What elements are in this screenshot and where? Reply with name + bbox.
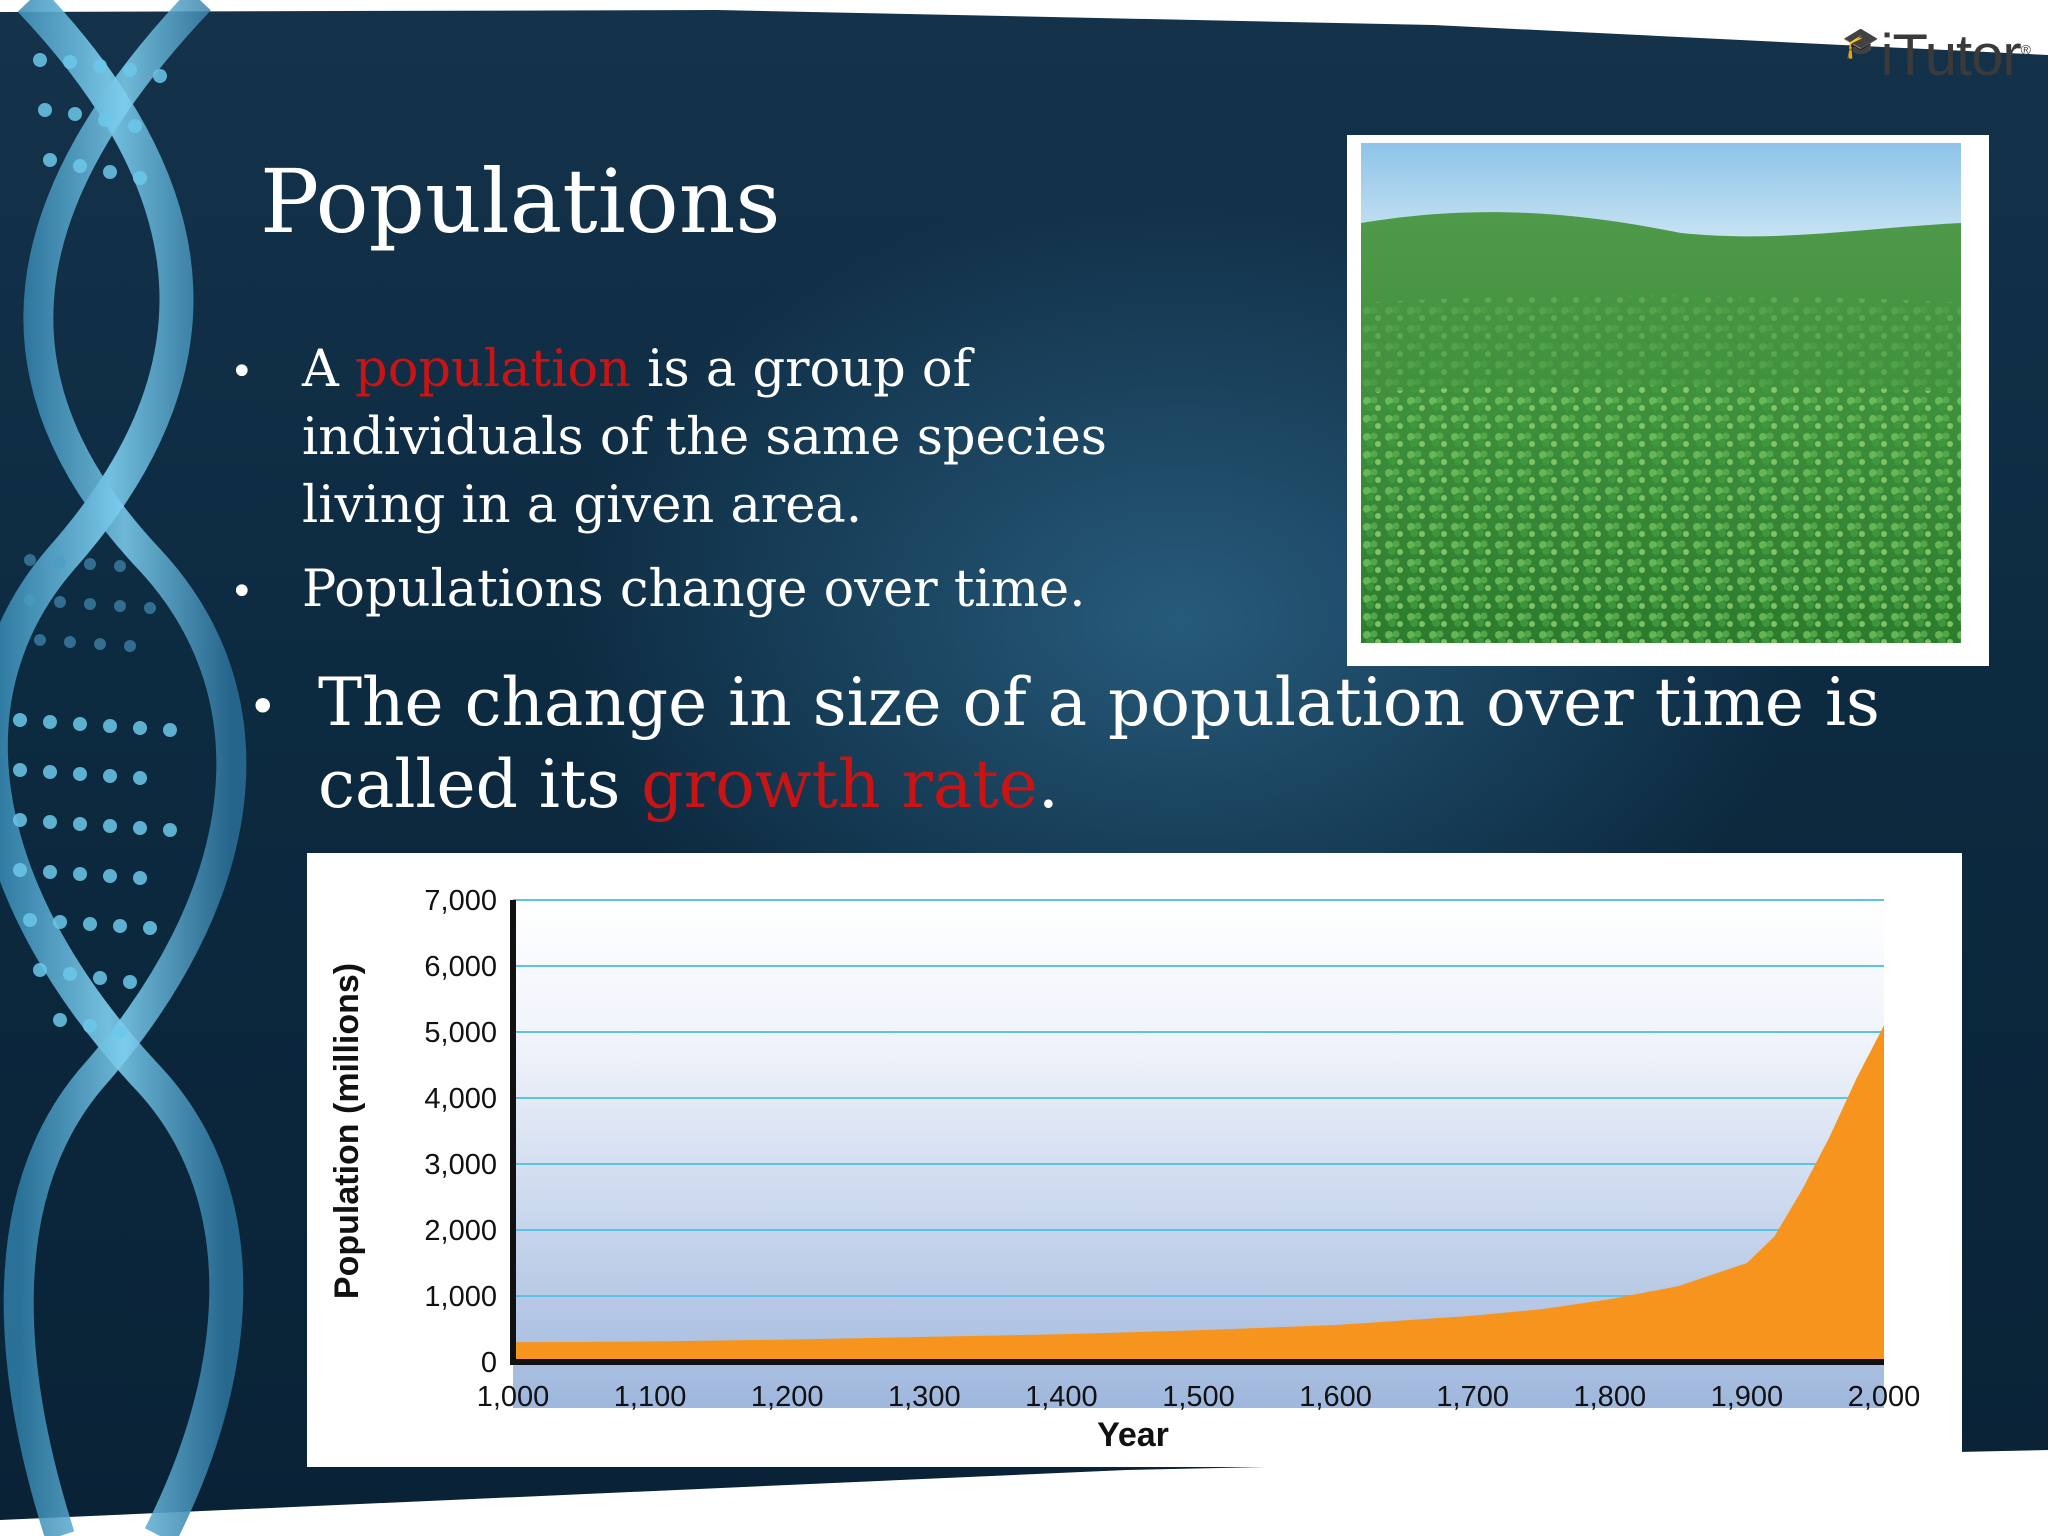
bullet-text-pre: A [302,340,356,399]
bullet-text-post: is a group of individuals of the same sp… [302,340,1107,535]
x-tick-labels: 1,000 1,100 1,200 1,300 1,400 1,500 1,600 1,700… [477,1381,1921,1413]
bullet-item: • A population is a group of individuals… [230,336,1122,540]
highlight-term-growth-rate: growth rate [641,746,1038,823]
dna-helix-decoration [0,0,247,1536]
itutor-logo: 🎓iTutor® [1842,22,2031,89]
x-tick-label: 1,100 [614,1381,687,1413]
y-tick-labels: 0 1,000 2,000 3,000 4,000 5,000 6,000 7,000 [424,885,497,1379]
x-tick-label: 1,600 [1299,1381,1372,1413]
x-axis-title: Year [1097,1416,1169,1454]
y-tick-label: 5,000 [424,1017,497,1049]
x-tick-label: 1,900 [1711,1381,1784,1413]
bullet-dot: • [248,678,278,736]
clover-field-photo [1361,143,1961,663]
bullet-text: Populations change over time. [302,560,1086,619]
y-tick-label: 1,000 [424,1281,497,1313]
y-tick-label: 2,000 [424,1215,497,1247]
y-tick-label: 0 [481,1347,497,1379]
registered-mark: ® [2020,41,2031,58]
bullet-dot: • [230,349,254,395]
x-tick-label: 1,000 [477,1381,550,1413]
x-tick-label: 2,000 [1848,1381,1921,1413]
highlight-term-population: population [355,340,631,399]
x-tick-label: 1,800 [1574,1381,1647,1413]
y-tick-label: 3,000 [424,1149,497,1181]
x-tick-label: 1,500 [1162,1381,1235,1413]
population-area [513,1025,1884,1362]
y-tick-label: 6,000 [424,951,497,983]
photo-frame [1347,135,1989,666]
graduation-cap-icon: 🎓 [1842,27,1879,60]
slide-title: Populations [260,150,781,253]
y-tick-label: 7,000 [424,885,497,917]
logo-text: iTutor [1880,23,2022,88]
chart-panel: 0 1,000 2,000 3,000 4,000 5,000 6,000 7,000 1,0… [307,853,1962,1467]
x-tick-label: 1,300 [888,1381,961,1413]
bullet-item: • Populations change over time. [230,556,1122,624]
bullet-item: • The change in size of a population ove… [248,662,2038,826]
bullet-list-growth-rate: • The change in size of a population ove… [248,662,2038,826]
x-tick-label: 1,200 [751,1381,824,1413]
y-axis-title: Population (millions) [328,963,366,1299]
x-tick-label: 1,700 [1436,1381,1509,1413]
bullet-text-post: . [1037,746,1059,823]
bullet-text-pre: The change in size of a population over … [318,664,1880,823]
x-tick-label: 1,400 [1025,1381,1098,1413]
y-tick-label: 4,000 [424,1083,497,1115]
bullet-list-definitions: • A population is a group of individuals… [230,336,1122,640]
bullet-dot: • [230,569,254,615]
